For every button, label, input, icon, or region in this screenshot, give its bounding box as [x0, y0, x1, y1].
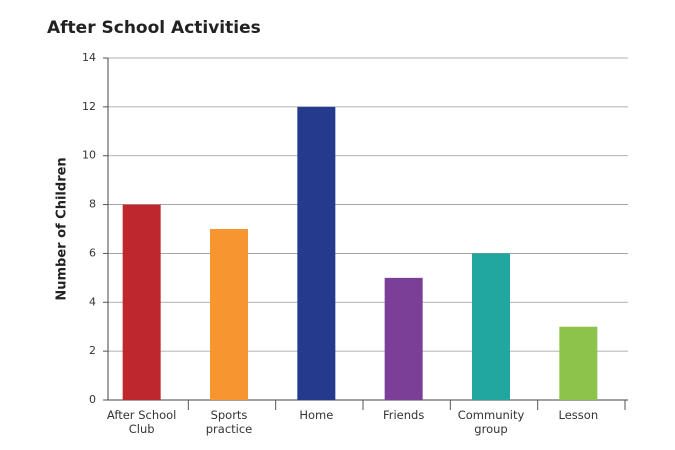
y-tick-label: 14 [82, 51, 96, 64]
bar [384, 277, 423, 400]
y-tick-label: 10 [82, 149, 96, 162]
bar [297, 106, 336, 400]
bar [122, 204, 161, 400]
y-axis-label: Number of Children [55, 157, 70, 300]
x-tick-label: Sports practice [205, 408, 253, 436]
x-tick-label: Lesson [558, 408, 599, 422]
chart-title: After School Activities [47, 18, 261, 38]
y-tick-label: 6 [89, 246, 96, 259]
y-tick-label: 2 [89, 344, 96, 357]
bar [472, 253, 510, 400]
y-tick-label: 8 [89, 198, 96, 211]
x-tick-label: After School Club [106, 408, 177, 436]
x-tick-label: Home [299, 408, 334, 422]
bar [559, 326, 598, 400]
y-tick-label: 12 [82, 100, 96, 113]
x-tick-label: Community group [457, 408, 525, 436]
bar [210, 229, 248, 400]
y-tick-label: 4 [89, 295, 96, 308]
y-tick-label: 0 [89, 393, 96, 406]
x-tick-label: Friends [382, 408, 425, 422]
